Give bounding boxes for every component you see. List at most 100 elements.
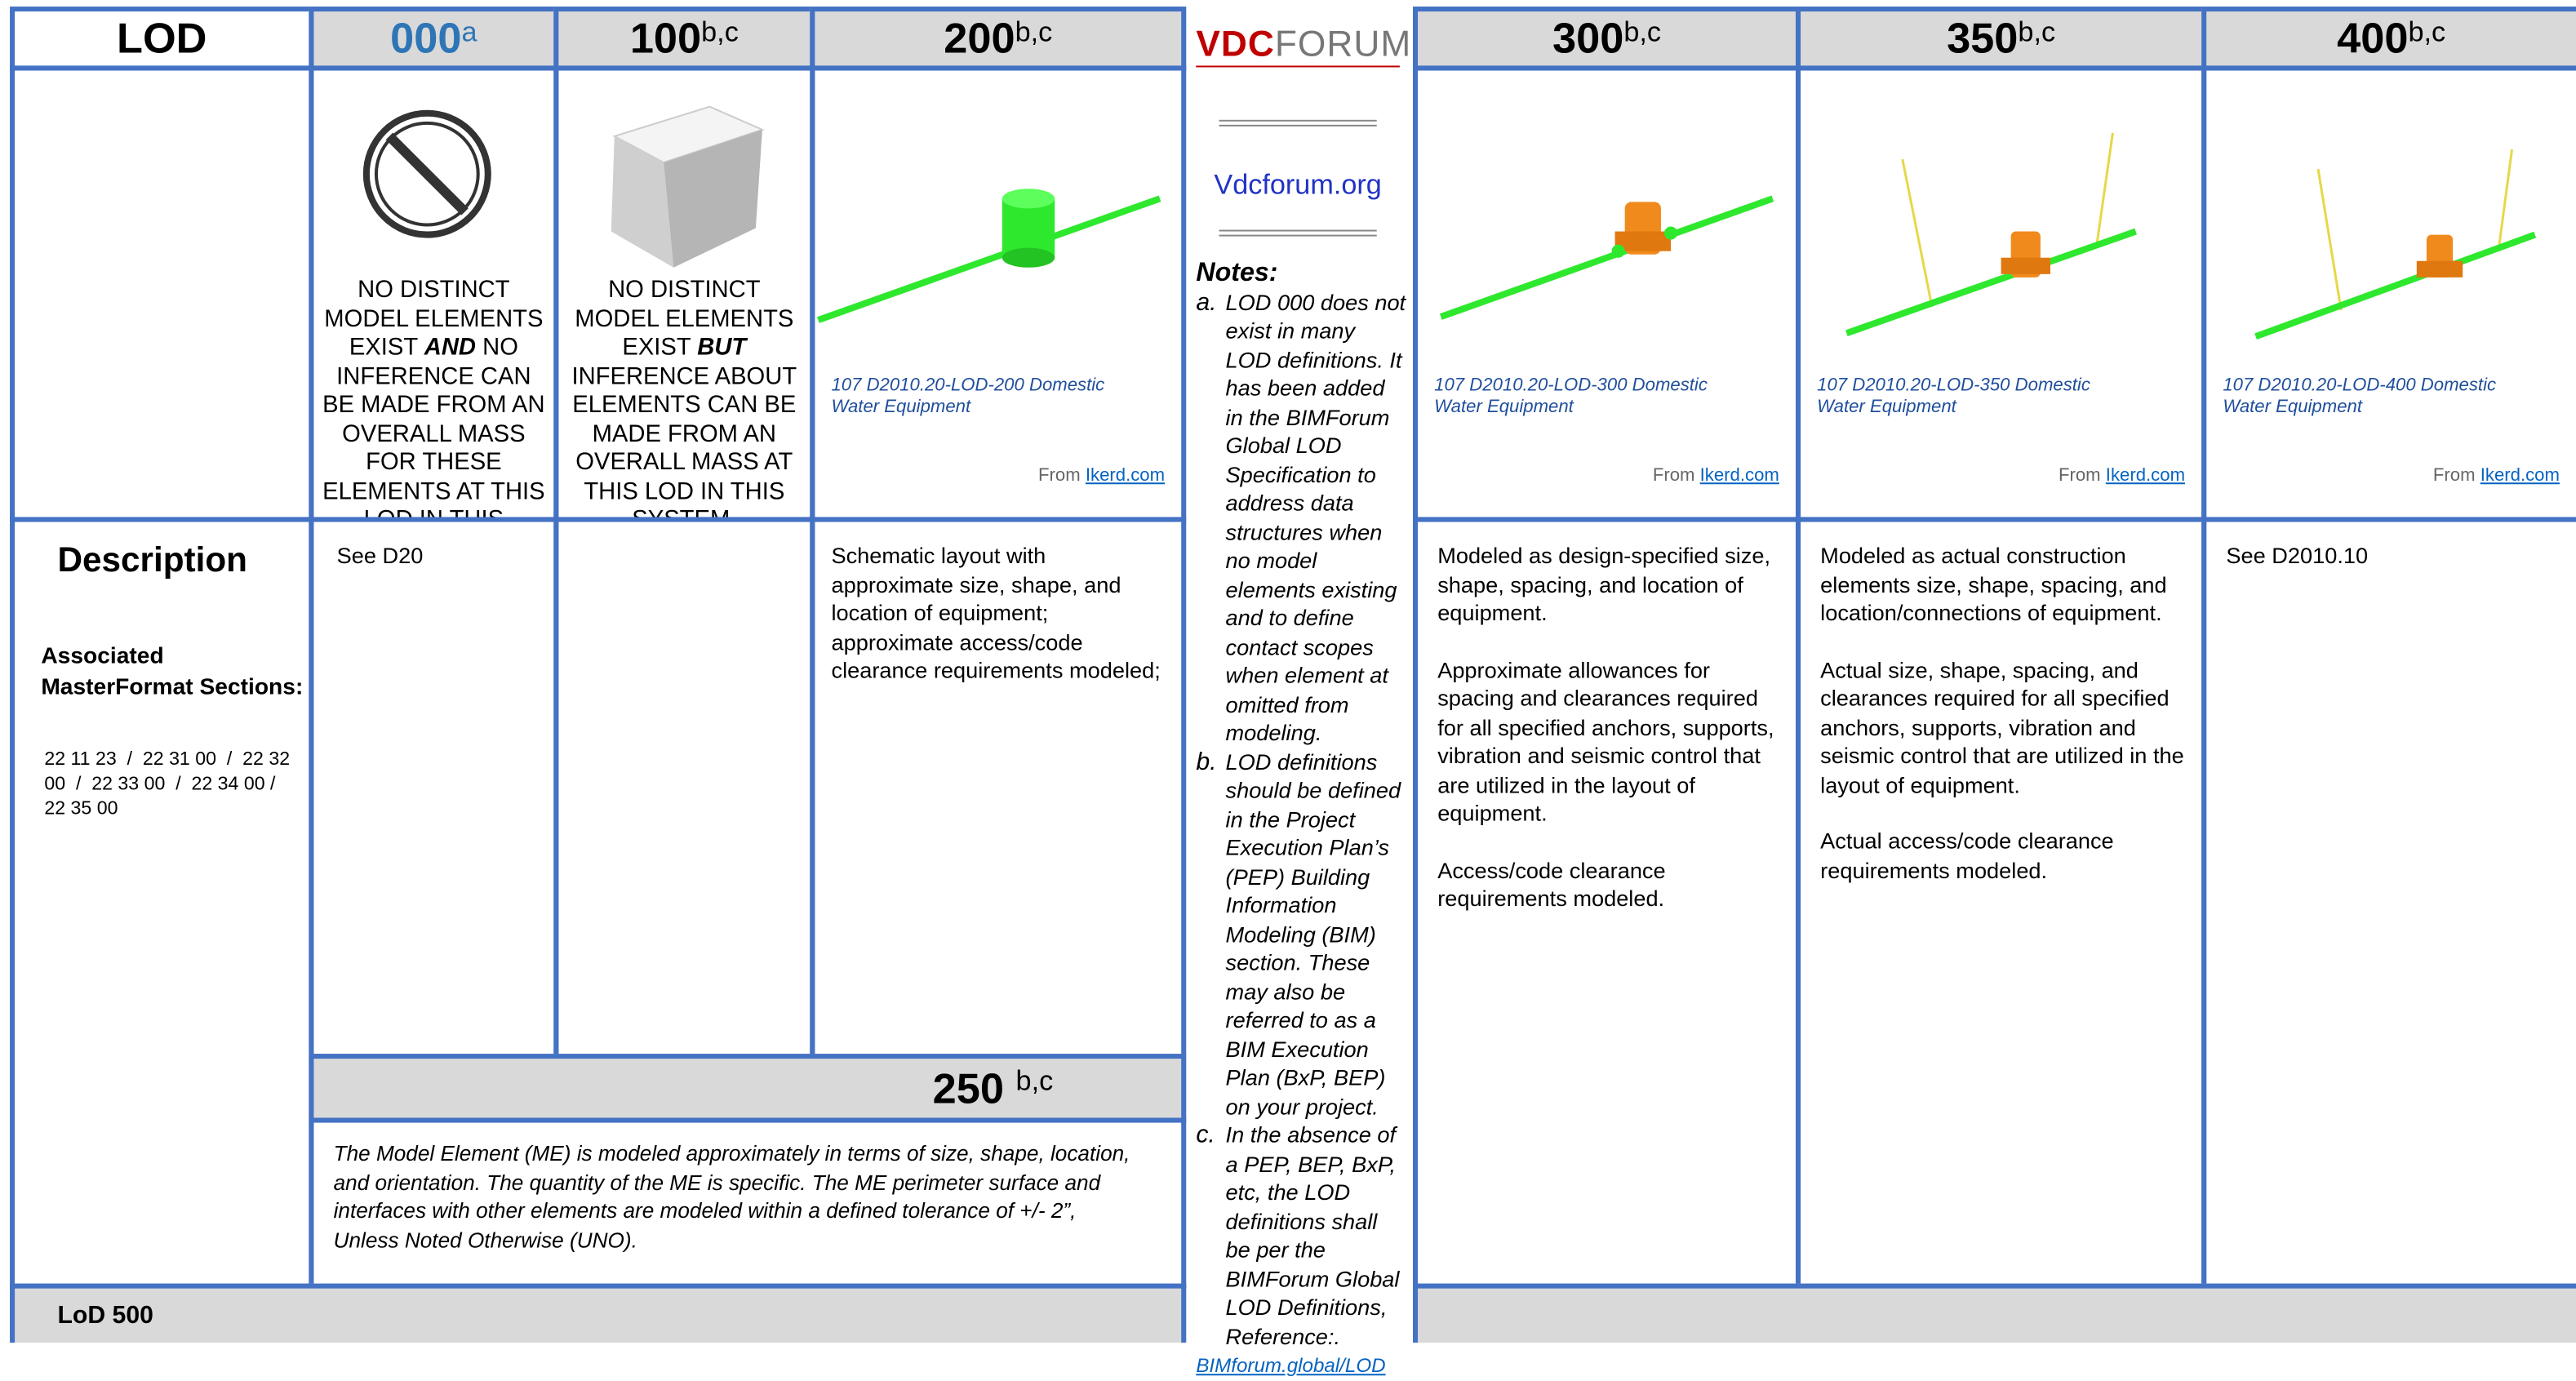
description: Modeled as actual construction elements … [1820, 542, 2185, 913]
link[interactable]: BIMforum.global/LOD [1196, 1354, 1385, 1377]
header-sup: b,c [1016, 1065, 1054, 1098]
description: Modeled as design-specified size, shape,… [1437, 542, 1779, 942]
image-cell: NO DISTINCT MODEL ELEMENTS EXIST BUT INF… [553, 65, 815, 522]
logo: VDCFORUM [1196, 23, 1411, 65]
description: See D2010.10 [2226, 542, 2560, 598]
description-paragraph: Actual access/code clearance requirement… [1820, 828, 2185, 885]
figure-caption: 107 D2010.20-LOD-400 Domestic Water Equi… [2223, 376, 2534, 419]
image-cell: 107 D2010.20-LOD-350 Domestic Water Equi… [1796, 65, 2206, 522]
column-header: 400b,c [2201, 7, 2576, 70]
masterformat-label: Associated MasterFormat Sections: [41, 640, 312, 702]
column-header: 300b,c [1413, 7, 1801, 70]
column-header: 200b,c [810, 7, 1186, 70]
header-sup: b,c [1015, 16, 1053, 48]
text: See D20 [337, 542, 538, 571]
pipe-model [1434, 179, 1779, 326]
lod500-row [1413, 1284, 2576, 1343]
no-model-text: NO DISTINCT MODEL ELEMENTS EXIST AND NO … [320, 278, 547, 522]
notes: Notes: a.LOD 000 does not exist in many … [1196, 260, 1406, 1381]
note-item: b.LOD definitions should be defined in t… [1196, 748, 1406, 1121]
no-icon [360, 107, 495, 242]
text: From [2059, 466, 2101, 486]
figure-source: From Ikerd.com [2433, 466, 2560, 486]
link[interactable]: Ikerd.com [1700, 466, 1779, 486]
header-text: LOD [117, 13, 207, 64]
text: Schematic layout with approximate size, … [831, 542, 1165, 686]
header-text: 250 [933, 1063, 1004, 1113]
logo-rule [1196, 65, 1400, 67]
divider [1219, 230, 1376, 237]
figure-source: From Ikerd.com [1653, 466, 1779, 486]
description-cell: Modeled as actual construction elements … [1796, 517, 2206, 1288]
image-cell: 107 D2010.20-LOD-400 Domestic Water Equi… [2201, 65, 2576, 522]
note-marker: c. [1196, 1121, 1225, 1352]
note-item: a.LOD 000 does not exist in many LOD def… [1196, 288, 1406, 748]
note-item: c.In the absence of a PEP, BEP, BxP, etc… [1196, 1121, 1406, 1352]
header-text: 100 [630, 13, 701, 64]
column-header: 000a [309, 7, 558, 70]
cube-icon [602, 104, 769, 271]
masterformat-sections: 22 11 23 / 22 31 00 / 22 32 00 / 22 33 0… [44, 748, 291, 822]
pipe-model [815, 169, 1176, 333]
lod500-row: LoD 500 [10, 1284, 1186, 1343]
description-cell: See D2010.10 [2201, 517, 2576, 1288]
description-cell: Modeled as design-specified size, shape,… [1413, 517, 1801, 1288]
header-text: 000 [390, 13, 461, 64]
description-paragraph: Modeled as design-specified size, shape,… [1437, 542, 1779, 628]
lod250-text: The Model Element (ME) is modeled approx… [334, 1139, 1142, 1254]
note-text: LOD 000 does not exist in many LOD defin… [1226, 288, 1406, 748]
no-model-text: NO DISTINCT MODEL ELEMENTS EXIST BUT INF… [565, 278, 803, 522]
description-cell: See D20 [309, 517, 558, 1059]
description-paragraph: Actual size, shape, spacing, and clearan… [1820, 655, 2185, 799]
pipe-model [2239, 146, 2568, 343]
text: BUT [697, 335, 746, 361]
notes-list: a.LOD 000 does not exist in many LOD def… [1196, 288, 1406, 1351]
note-text: LOD definitions should be defined in the… [1226, 748, 1406, 1121]
description: Schematic layout with approximate size, … [831, 542, 1165, 713]
text: FORUM [1275, 23, 1411, 64]
description: See D20 [337, 542, 538, 598]
text: VDC [1196, 23, 1275, 64]
row-heading-cell: Description Associated MasterFormat Sect… [10, 517, 313, 1288]
note-text: In the absence of a PEP, BEP, BxP, etc, … [1226, 1121, 1406, 1352]
note-marker: b. [1196, 748, 1225, 1121]
figure-source: From Ikerd.com [2059, 466, 2185, 486]
description-paragraph: Approximate allowances for spacing and c… [1437, 655, 1779, 828]
row-heading: Description [57, 542, 247, 581]
description-paragraph: Access/code clearance requirements model… [1437, 856, 1779, 913]
page: LOD 000a 100b,c 200b,c NO DISTINCT MODEL… [0, 0, 2576, 1338]
header-sup: b,c [2408, 16, 2445, 48]
text: INFERENCE ABOUT ELEMENTS CAN BE MADE FRO… [571, 363, 797, 522]
column-header: 100b,c [553, 7, 815, 70]
header-text: 200 [944, 13, 1015, 64]
header-sup: b,c [2018, 16, 2055, 48]
header-text: 350 [1947, 13, 2018, 64]
divider [1219, 120, 1376, 127]
link[interactable]: Ikerd.com [1086, 466, 1165, 486]
header-text: 300 [1552, 13, 1623, 64]
text: NO INFERENCE CAN BE MADE FROM AN OVERALL… [322, 335, 544, 522]
site-name: Vdcforum.org [1183, 169, 1413, 202]
lod250-header: 250 b,c [309, 1054, 1186, 1122]
link[interactable]: Ikerd.com [2106, 466, 2185, 486]
lod-header: LOD [10, 7, 313, 70]
cell [10, 65, 313, 522]
description-paragraph: Modeled as actual construction elements … [1820, 542, 2185, 628]
lod250-cell: The Model Element (ME) is modeled approx… [309, 1117, 1186, 1288]
pipe-model [1833, 130, 2178, 343]
link[interactable]: Ikerd.com [2481, 466, 2560, 486]
header-sup: b,c [701, 16, 739, 48]
column-header: 350b,c [1796, 7, 2206, 70]
description-cell: Schematic layout with approximate size, … [810, 517, 1186, 1059]
image-cell: 107 D2010.20-LOD-200 Domestic Water Equi… [810, 65, 1186, 522]
header-sup: a [462, 16, 477, 48]
lod500-label: LoD 500 [57, 1302, 153, 1330]
description-cell [553, 517, 815, 1059]
text: From [2433, 466, 2476, 486]
image-cell: 107 D2010.20-LOD-300 Domestic Water Equi… [1413, 65, 1801, 522]
text: NO DISTINCT MODEL ELEMENTS EXIST [575, 278, 793, 362]
image-cell: NO DISTINCT MODEL ELEMENTS EXIST AND NO … [309, 65, 558, 522]
note-marker: a. [1196, 288, 1225, 748]
text: From [1653, 466, 1695, 486]
header-text: 400 [2337, 13, 2408, 64]
